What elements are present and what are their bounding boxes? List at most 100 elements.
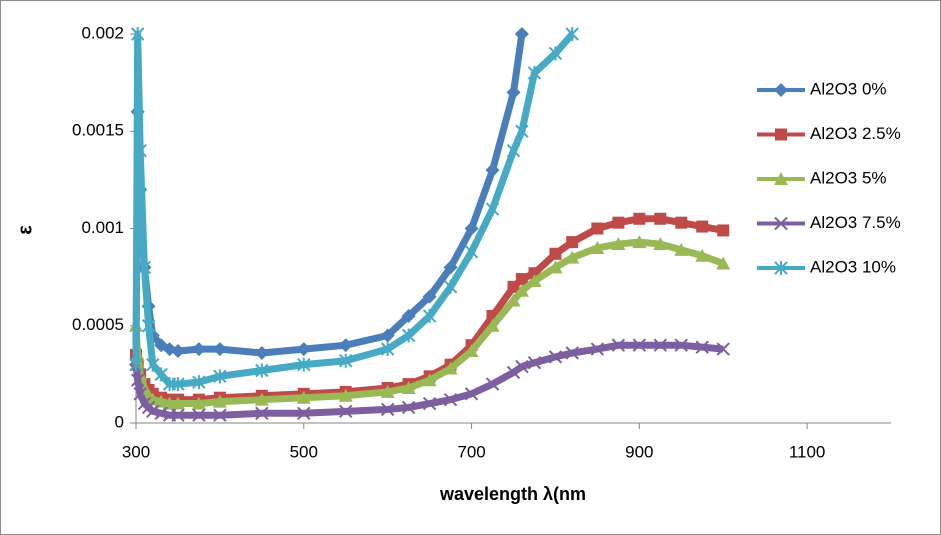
marker xyxy=(171,408,185,422)
marker xyxy=(170,396,185,410)
marker xyxy=(145,392,160,406)
marker xyxy=(133,143,147,158)
legend-label: Al2O3 7.5% xyxy=(810,213,901,232)
x-tick-label: 300 xyxy=(122,442,150,461)
legend-label: Al2O3 2.5% xyxy=(810,124,901,143)
marker xyxy=(422,373,437,387)
marker xyxy=(255,363,269,378)
legend-label: Al2O3 5% xyxy=(810,168,887,187)
marker xyxy=(654,212,667,225)
x-tick-label: 1100 xyxy=(789,442,826,461)
marker xyxy=(774,172,788,185)
marker xyxy=(401,380,416,394)
marker xyxy=(401,309,416,324)
marker xyxy=(464,387,479,401)
marker xyxy=(154,394,169,408)
marker xyxy=(515,273,528,286)
marker xyxy=(565,27,579,41)
marker xyxy=(675,216,688,229)
marker xyxy=(591,222,604,235)
marker xyxy=(717,224,730,237)
y-tick-label: 0 xyxy=(115,412,124,431)
marker xyxy=(191,342,206,357)
marker xyxy=(695,248,710,262)
series xyxy=(129,235,731,410)
marker xyxy=(611,237,626,251)
marker xyxy=(154,406,168,420)
marker xyxy=(401,400,416,415)
marker xyxy=(527,355,542,370)
marker xyxy=(422,289,437,304)
series xyxy=(129,27,579,392)
marker xyxy=(297,406,311,420)
marker xyxy=(674,242,689,256)
marker xyxy=(590,240,605,254)
marker xyxy=(422,309,437,324)
marker xyxy=(443,279,458,294)
marker xyxy=(137,260,152,275)
marker xyxy=(130,27,145,41)
marker xyxy=(633,212,646,225)
legend-label: Al2O3 0% xyxy=(810,79,887,98)
marker xyxy=(380,384,395,398)
marker xyxy=(170,344,185,359)
y-axis-label: ε xyxy=(14,225,36,235)
marker xyxy=(146,404,160,419)
marker xyxy=(133,387,147,401)
marker xyxy=(653,237,668,251)
marker xyxy=(774,216,788,231)
x-tick-label: 900 xyxy=(625,442,653,461)
y-tick-label: 0.001 xyxy=(81,218,124,237)
marker xyxy=(695,340,709,354)
marker xyxy=(339,404,353,419)
marker xyxy=(485,377,500,391)
marker xyxy=(401,328,416,343)
y-tick-label: 0.0005 xyxy=(72,315,124,334)
x-axis-label: wavelength λ(nm xyxy=(439,484,586,504)
marker xyxy=(716,342,730,356)
marker xyxy=(590,342,605,356)
x-tick-label: 500 xyxy=(290,442,318,461)
marker xyxy=(338,388,353,402)
marker xyxy=(527,274,542,288)
marker xyxy=(443,361,458,375)
marker xyxy=(774,261,788,275)
marker xyxy=(548,350,563,364)
marker xyxy=(485,163,500,178)
marker xyxy=(612,216,625,229)
marker xyxy=(506,85,521,100)
marker xyxy=(192,408,206,422)
marker xyxy=(674,338,688,352)
marker xyxy=(485,202,500,217)
marker xyxy=(192,375,206,390)
marker xyxy=(566,236,579,249)
marker xyxy=(130,373,145,387)
marker xyxy=(514,283,529,297)
marker xyxy=(548,46,563,61)
marker xyxy=(716,256,731,270)
marker xyxy=(443,392,458,407)
marker xyxy=(129,357,143,372)
marker xyxy=(213,369,227,384)
marker xyxy=(485,318,500,332)
y-tick-label: 0.0015 xyxy=(72,121,124,140)
marker xyxy=(443,260,458,275)
marker xyxy=(339,353,353,368)
marker xyxy=(297,357,311,372)
marker xyxy=(464,221,479,236)
marker xyxy=(696,220,709,233)
marker xyxy=(565,250,580,264)
legend-label: Al2O3 10% xyxy=(810,257,896,276)
marker xyxy=(515,359,529,374)
marker xyxy=(212,342,227,357)
marker xyxy=(549,247,562,260)
marker xyxy=(611,338,626,352)
marker xyxy=(338,338,353,353)
marker xyxy=(422,396,437,411)
marker xyxy=(565,346,579,360)
marker xyxy=(632,235,647,249)
marker xyxy=(506,293,521,307)
marker xyxy=(213,408,227,422)
marker xyxy=(632,338,647,352)
